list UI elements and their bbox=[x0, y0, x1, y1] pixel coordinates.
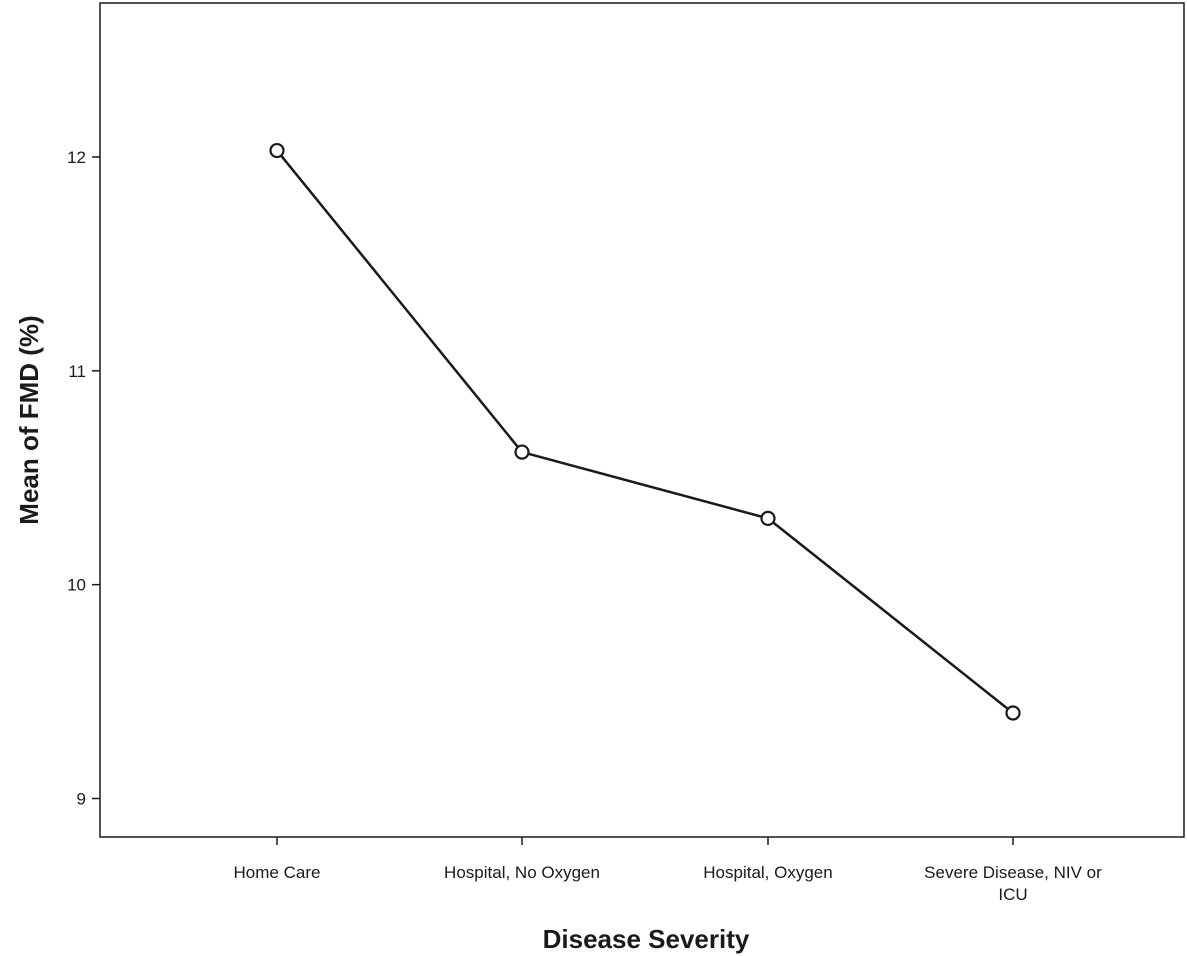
x-tick-label: Severe Disease, NIV or ICU bbox=[924, 863, 1102, 904]
x-axis-ticks: Home Care Hospital, No Oxygen Hospital, Ox… bbox=[234, 837, 1102, 904]
data-point bbox=[760, 510, 776, 526]
plot-frame bbox=[99, 2, 1185, 838]
data-point bbox=[269, 142, 285, 159]
y-tick-label: 11 bbox=[68, 362, 86, 381]
series-polyline bbox=[276, 149, 1014, 714]
series-line bbox=[276, 149, 1014, 714]
x-tick-label: Home Care bbox=[234, 863, 321, 882]
series-points bbox=[269, 142, 1021, 721]
y-axis-ticks: 9 10 11 12 bbox=[67, 148, 100, 809]
x-axis-title: Disease Severity bbox=[543, 924, 750, 954]
data-point bbox=[1005, 705, 1021, 721]
y-tick-label: 10 bbox=[67, 576, 86, 595]
y-tick-label: 12 bbox=[67, 148, 86, 167]
x-tick-label: Hospital, No Oxygen bbox=[444, 863, 600, 882]
y-axis-title: Mean of FMD (%) bbox=[14, 315, 44, 524]
y-tick-label: 9 bbox=[77, 790, 86, 809]
x-tick-label: Hospital, Oxygen bbox=[703, 863, 832, 882]
data-point bbox=[514, 444, 530, 460]
